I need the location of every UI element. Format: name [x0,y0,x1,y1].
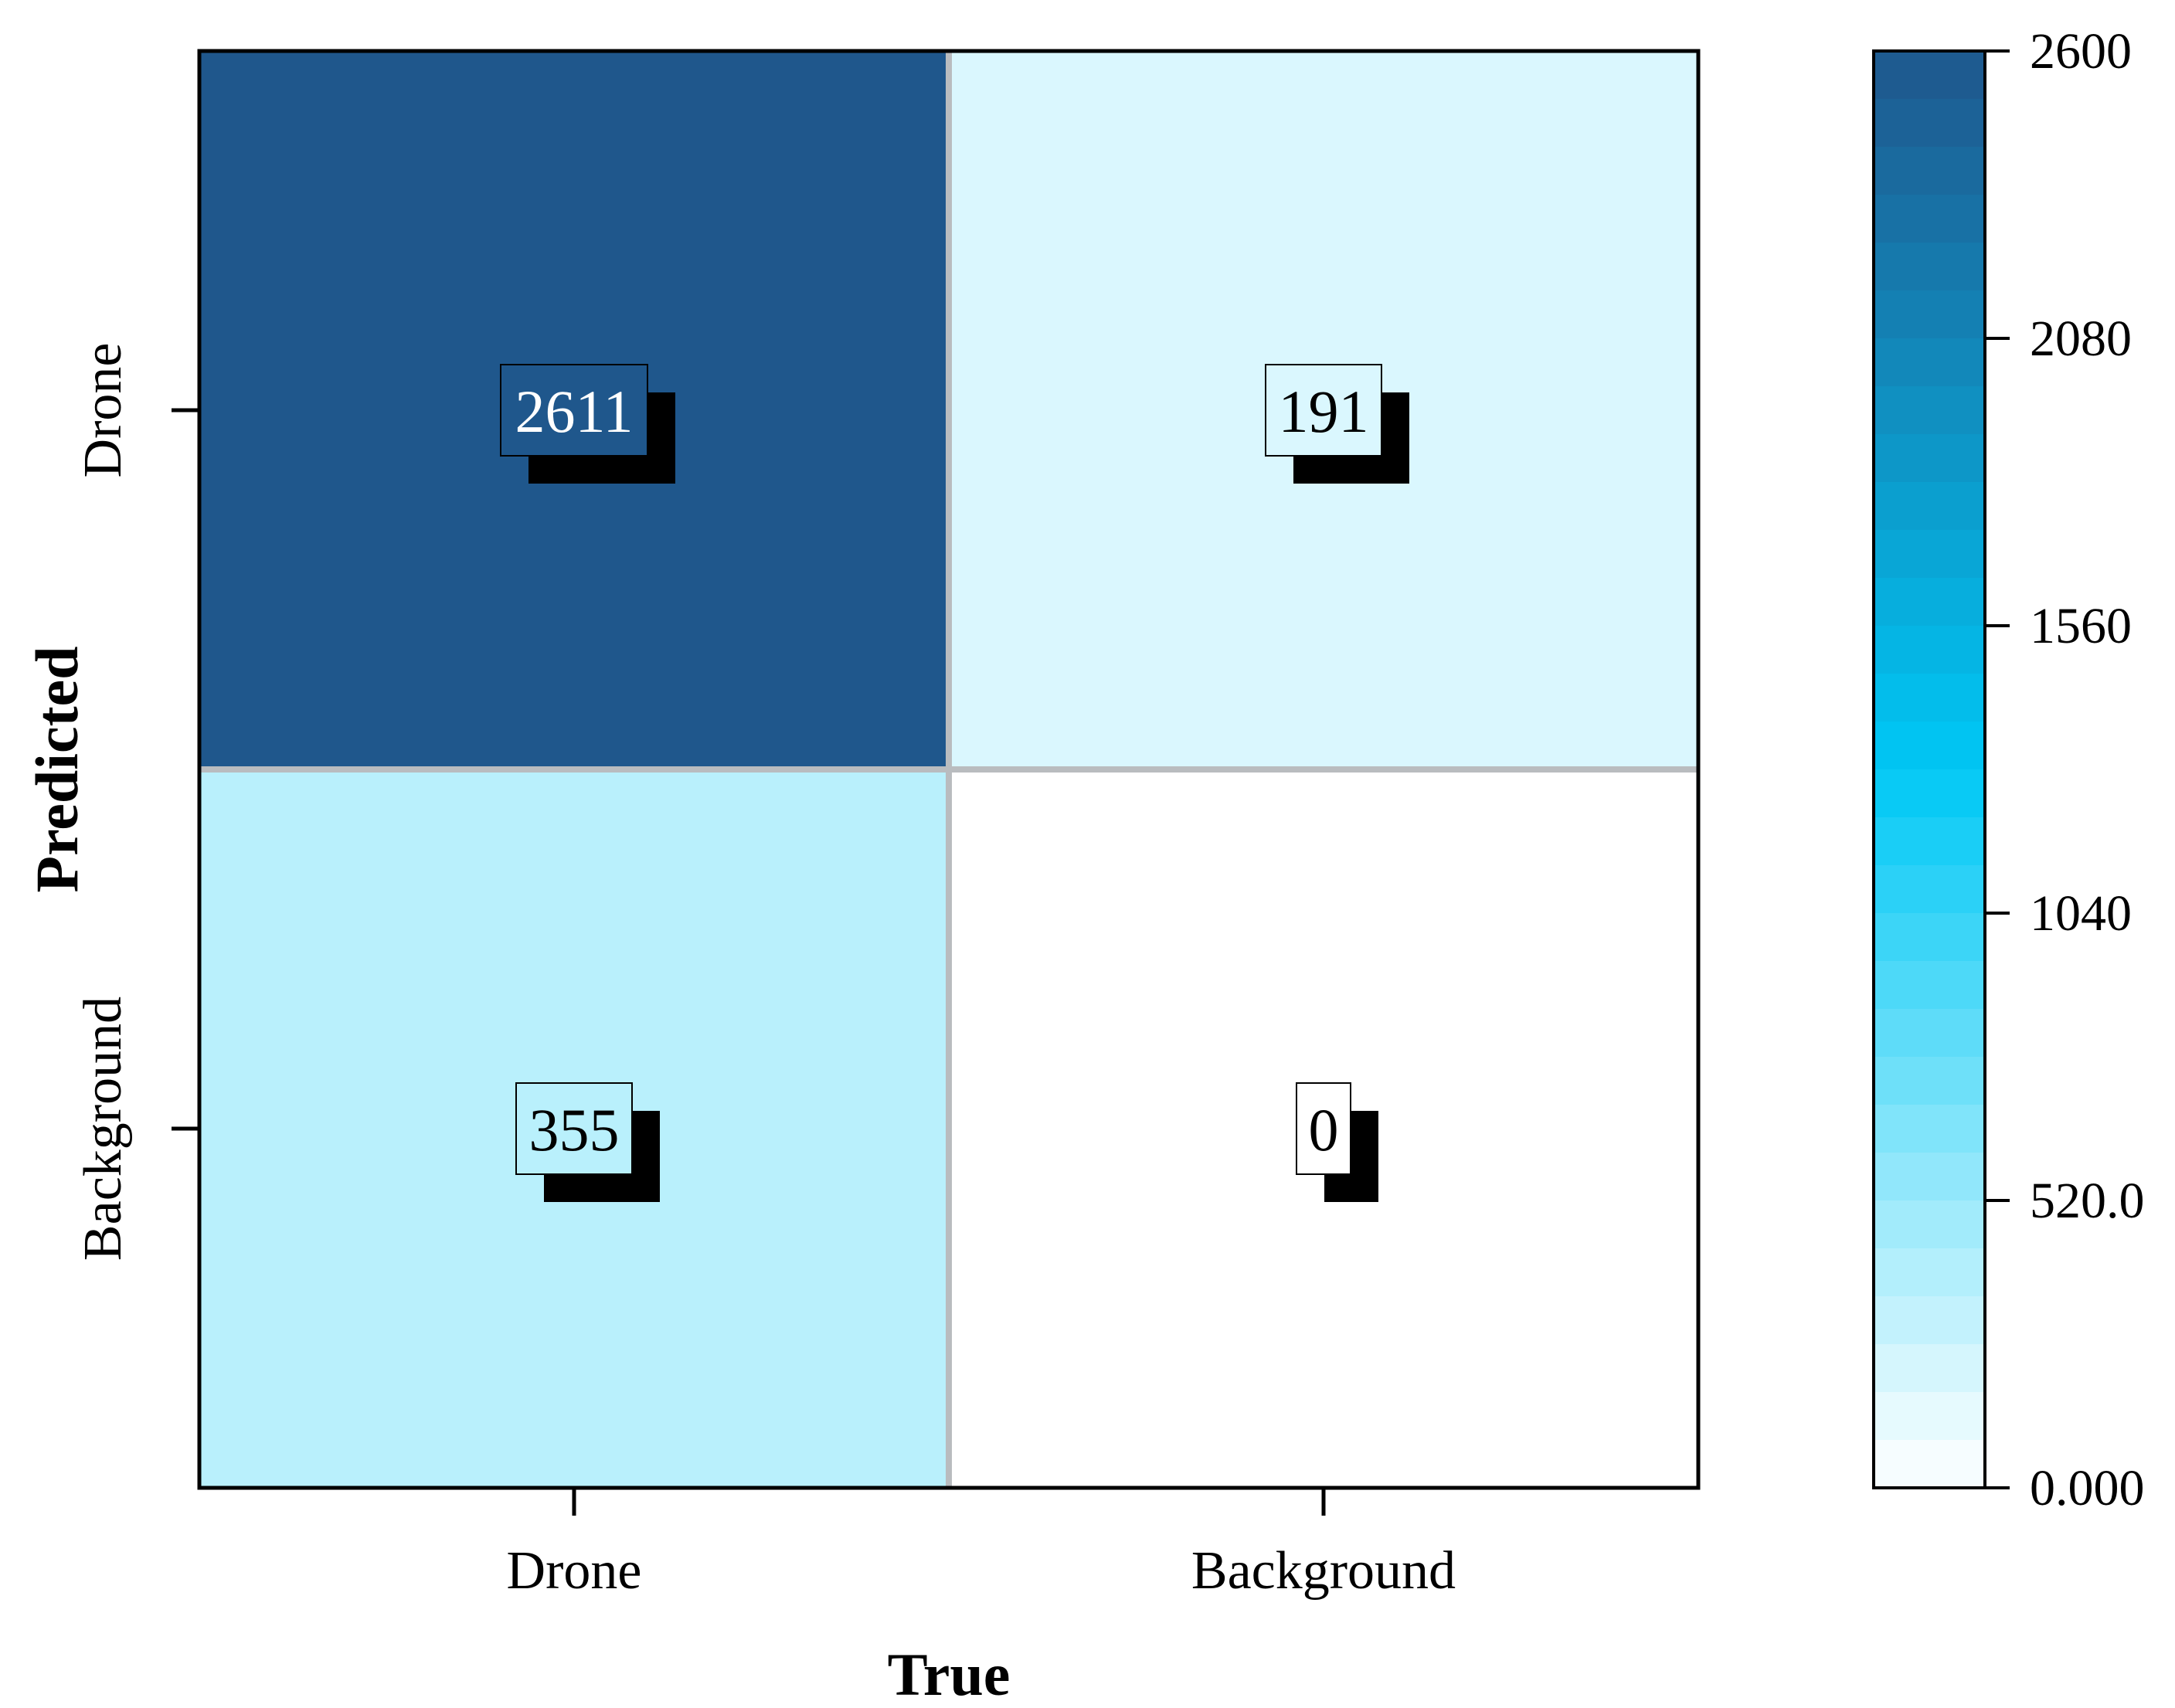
x-tick-label: Drone [507,1541,642,1601]
colorbar-band [1874,1057,1985,1105]
colorbar-band [1874,961,1985,1010]
cell-value: 2611 [515,378,633,445]
colorbar-band [1874,147,1985,195]
y-tick-label: Background [73,997,133,1261]
colorbar-tick-label: 2600 [2030,23,2132,80]
cell-value-labels: 2611 191 355 0 [500,364,1409,1202]
colorbar-band [1874,817,1985,866]
y-axis-title: Predicted [23,646,90,892]
colorbar-band [1874,674,1985,722]
cell-value-label: 191 [1265,364,1409,484]
label-box [515,1082,633,1175]
colorbar-tick-label: 1040 [2030,885,2132,942]
colorbar-frame [1872,49,1986,1489]
colorbar-tick-label: 1560 [2030,598,2132,654]
cell-value-label: 2611 [500,364,675,484]
heatmap-cells [199,51,1698,1488]
colorbar-band [1874,1009,1985,1058]
cell-value-label: 355 [515,1082,660,1202]
colorbar-tick-label: 0.000 [2030,1460,2145,1516]
cell-value: 355 [529,1096,620,1163]
colorbar-tick-label: 2080 [2030,311,2132,367]
cell-value-label: 0 [1296,1082,1378,1202]
colorbar-band [1874,1296,1985,1345]
label-box [1296,1082,1351,1175]
colorbar-band [1874,1440,1985,1489]
cell-value: 191 [1279,378,1369,445]
colorbar-band [1874,482,1985,531]
colorbar-band [1874,386,1985,435]
colorbar-band [1874,530,1985,579]
colorbar-band [1874,626,1985,674]
colorbar-tick-label: 520.0 [2030,1173,2145,1229]
colorbar-band [1874,913,1985,962]
colorbar-band [1874,1200,1985,1249]
y-tick-label: Drone [73,343,133,478]
colorbar-band [1874,51,1985,100]
label-box [500,364,648,457]
colorbar-band [1874,1248,1985,1297]
colorbar-band [1874,195,1985,243]
colorbar-band [1874,290,1985,339]
colorbar-band [1874,338,1985,387]
label-box [1265,364,1382,457]
cell-value: 0 [1309,1096,1339,1163]
plot-frame [197,49,1701,1490]
x-axis-title: True [888,1641,1011,1708]
colorbar-band [1874,769,1985,818]
colorbar: 0.000 520.0 1040 1560 2080 2600 [1872,23,2145,1516]
colorbar-band [1874,865,1985,914]
colorbar-band [1874,434,1985,483]
colorbar-band [1874,578,1985,626]
colorbar-band [1874,1344,1985,1393]
colorbar-band [1874,1105,1985,1153]
colorbar-band [1874,99,1985,148]
colorbar-band [1874,1153,1985,1201]
x-tick-label: Background [1191,1541,1456,1601]
colorbar-band [1874,243,1985,291]
axis-ticks: Drone Background Drone Background [73,343,1456,1601]
colorbar-band [1874,722,1985,770]
colorbar-band [1874,1392,1985,1441]
